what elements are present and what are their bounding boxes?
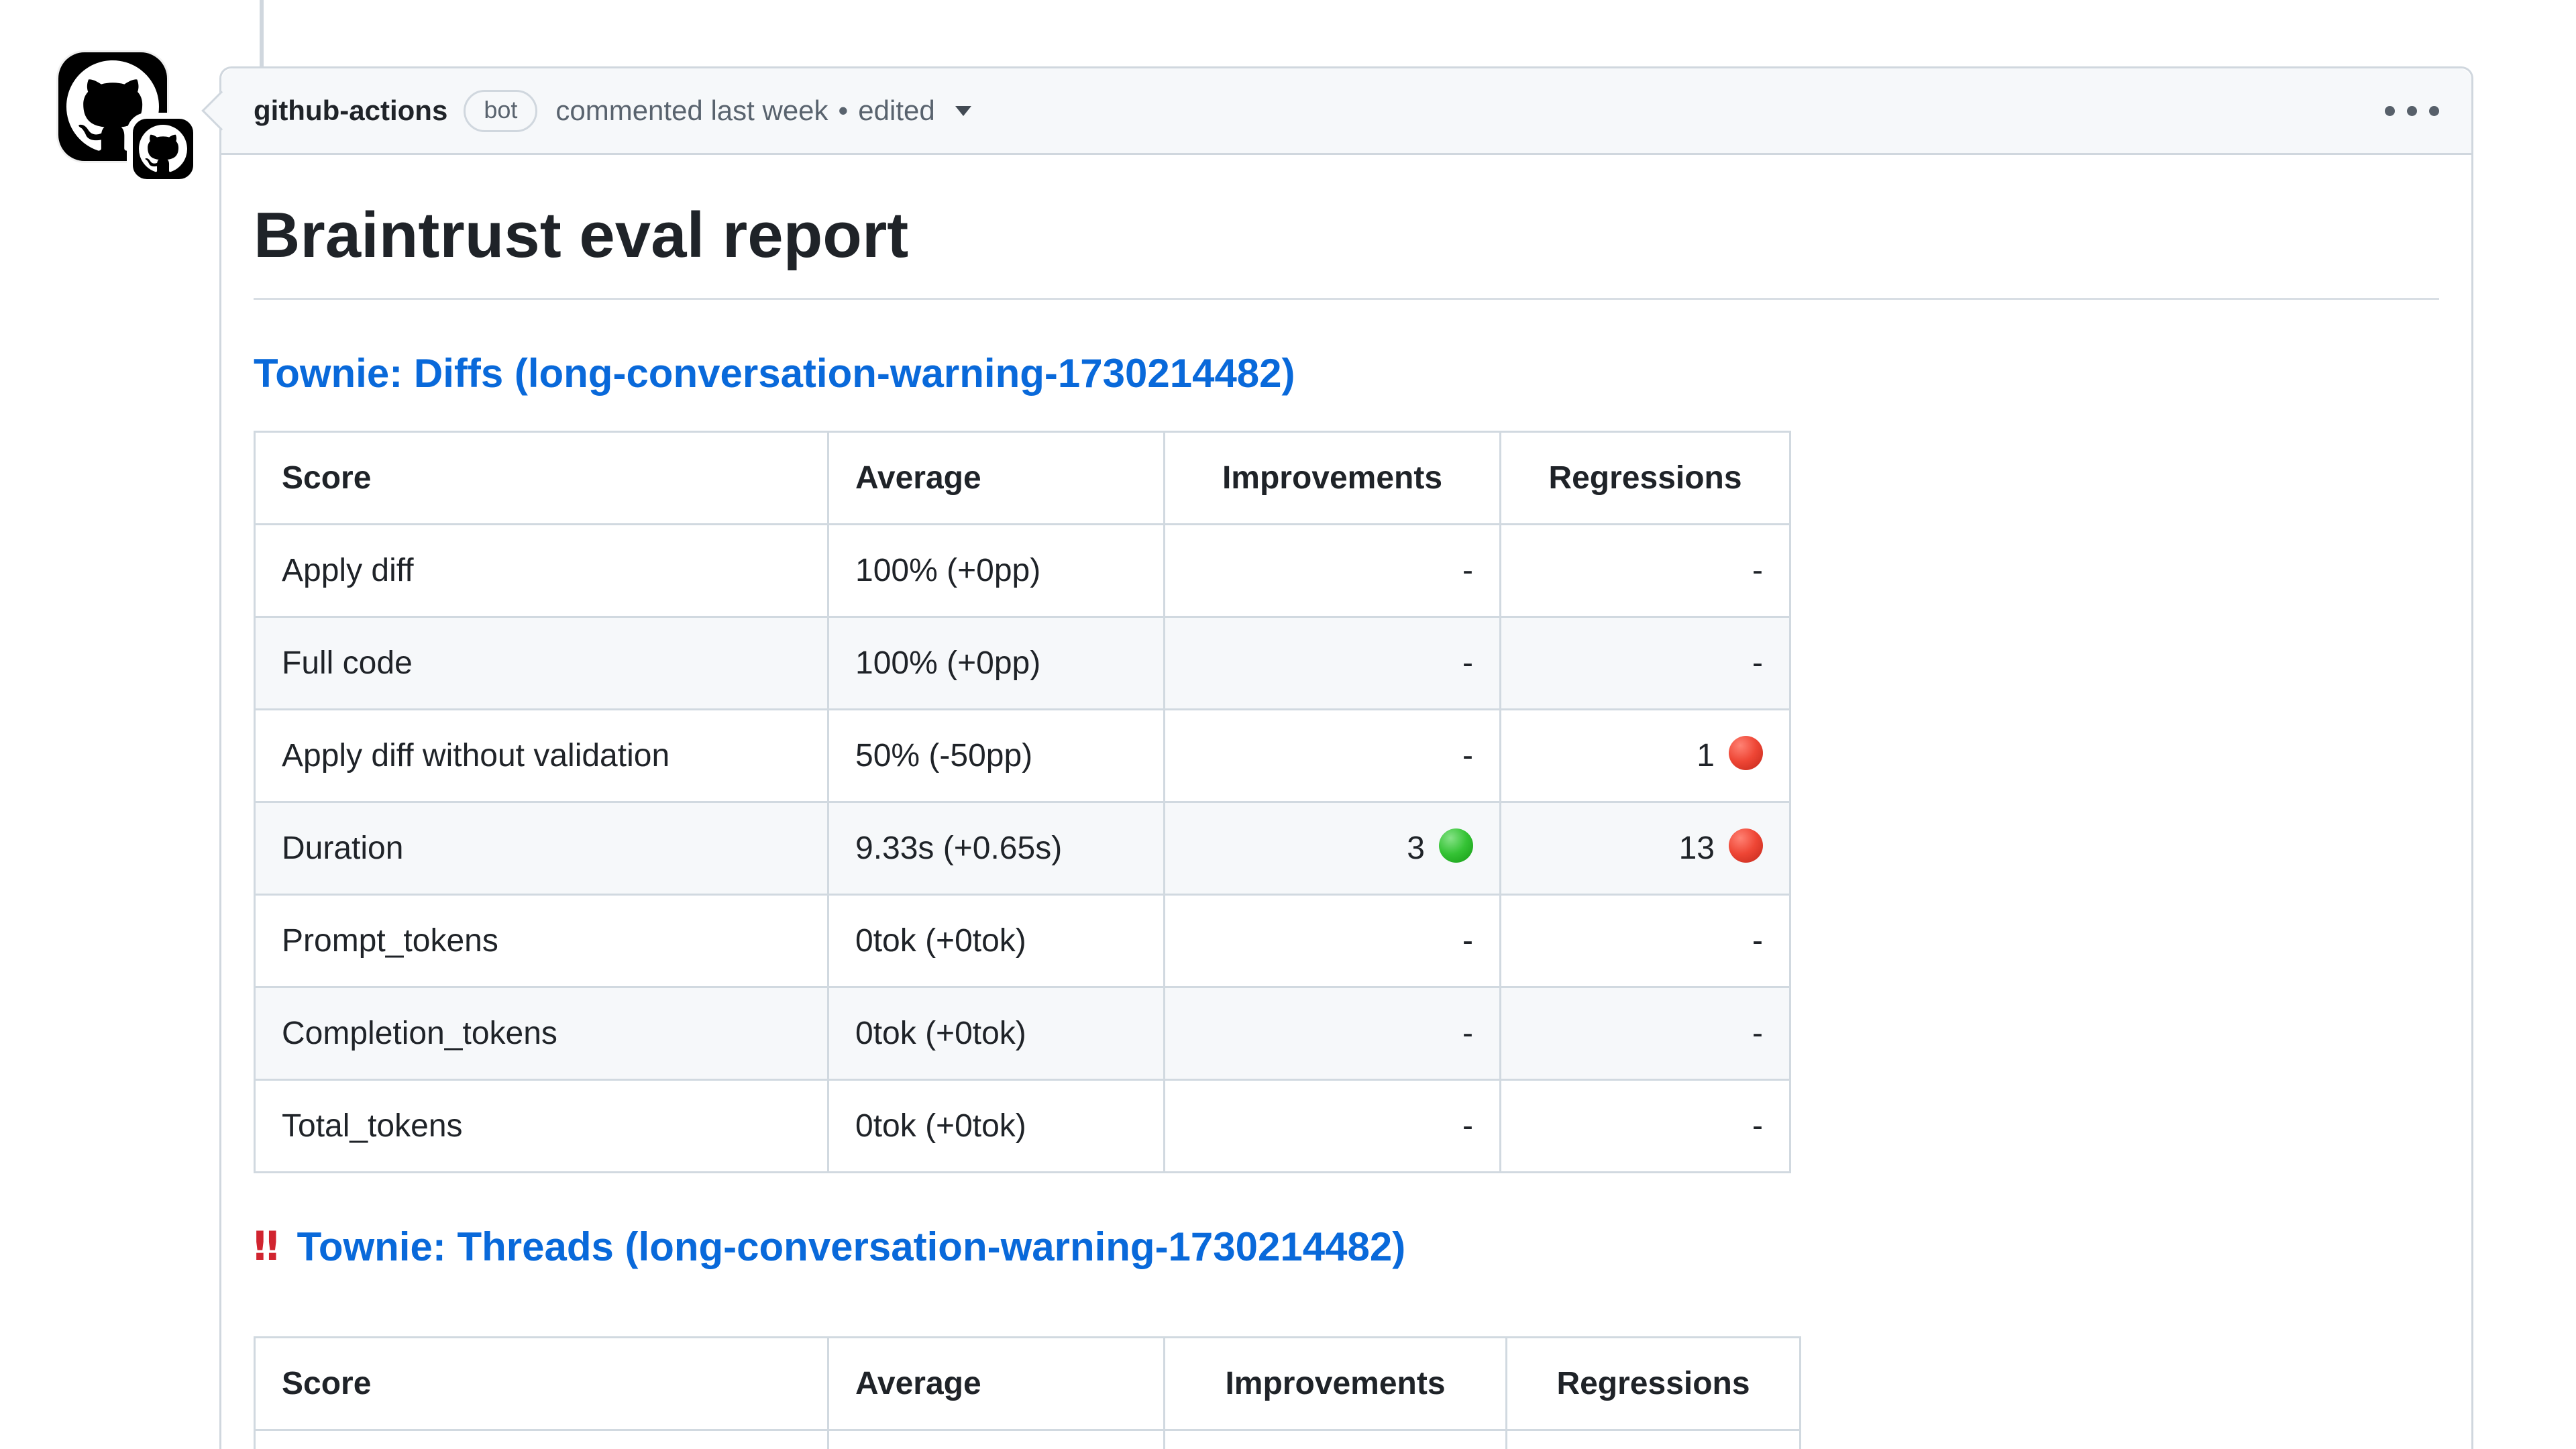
average-cell: 50% (-50pp): [827, 708, 1165, 803]
average-cell: 0tok (+0tok): [827, 986, 1165, 1081]
average-cell: 0tok (+0tok): [827, 894, 1165, 988]
section-heading-threads: ‼ Townie: Threads (long-conversation-war…: [254, 1222, 2439, 1272]
col-header-regressions: Regressions: [1505, 1336, 1801, 1431]
score-cell: Duration: [254, 801, 829, 896]
table-row: Total_tokens 0tok (+0tok) - -: [254, 1079, 1791, 1173]
score-cell: Prompt_tokens: [254, 894, 829, 988]
regressions-cell: -: [1499, 894, 1791, 988]
table-row: Duration 9.33s (+0.65s) 3 13: [254, 801, 1791, 896]
kebab-dot: [2385, 105, 2395, 116]
kebab-dot: [2429, 105, 2439, 116]
score-cell: Completion_tokens: [254, 986, 829, 1081]
eval-table-diffs: Score Average Improvements Regressions A…: [254, 431, 1791, 1173]
table-row: Completion_tokens 0tok (+0tok) - -: [254, 986, 1791, 1081]
chevron-down-icon[interactable]: [955, 105, 971, 116]
improvements-cell: [1163, 1429, 1507, 1449]
average-cell: 100% (+0pp): [827, 616, 1165, 710]
table-header-row: Score Average Improvements Regressions: [254, 431, 1791, 525]
report-title: Braintrust eval report: [254, 195, 2439, 300]
col-header-improvements: Improvements: [1163, 431, 1501, 525]
score-cell: Apply diff: [254, 523, 829, 618]
regressions-cell: -: [1499, 616, 1791, 710]
green-circle-icon: [1439, 828, 1473, 863]
table-row: Full code 100% (+0pp) - -: [254, 616, 1791, 710]
table-header-row: Score Average Improvements Regressions: [254, 1336, 1801, 1431]
meta-separator: •: [838, 95, 849, 126]
comment-card: github-actions bot commented last week •…: [201, 66, 2473, 1449]
kebab-dot: [2407, 105, 2417, 116]
improvements-cell: 3: [1163, 801, 1501, 896]
col-header-improvements: Improvements: [1163, 1336, 1507, 1431]
header-arrow: [201, 91, 241, 131]
regressions-cell: -: [1499, 1079, 1791, 1173]
comment-body: Braintrust eval report Townie: Diffs (lo…: [221, 155, 2471, 1449]
average-cell: 9.33s (+0.65s): [827, 801, 1165, 896]
regressions-cell: 13: [1499, 801, 1791, 896]
col-header-score: Score: [254, 1336, 829, 1431]
col-header-average: Average: [827, 1336, 1165, 1431]
score-cell: Apply diff without validation: [254, 708, 829, 803]
improvements-cell: -: [1163, 1079, 1501, 1173]
regressions-cell: -: [1499, 986, 1791, 1081]
col-header-score: Score: [254, 431, 829, 525]
average-cell: 0tok (+0tok): [827, 1079, 1165, 1173]
kebab-menu-button[interactable]: [2385, 68, 2439, 153]
red-circle-icon: [1729, 828, 1763, 863]
section-heading-diffs: Townie: Diffs (long-conversation-warning…: [254, 348, 2439, 398]
improvements-cell: -: [1163, 986, 1501, 1081]
score-cell: No omissions: [254, 1429, 829, 1449]
average-cell: 100% (+0pp): [827, 523, 1165, 618]
improvements-cell: -: [1163, 616, 1501, 710]
comment-header: github-actions bot commented last week •…: [201, 68, 2471, 155]
timestamp-link[interactable]: commented last week: [555, 95, 828, 126]
score-cell: Full code: [254, 616, 829, 710]
double-exclamation-icon: ‼: [254, 1223, 279, 1270]
author-link[interactable]: github-actions: [254, 95, 448, 126]
section-link-threads[interactable]: Townie: Threads (long-conversation-warni…: [297, 1224, 1406, 1269]
table-row: Apply diff without validation 50% (-50pp…: [254, 708, 1791, 803]
col-header-average: Average: [827, 431, 1165, 525]
edited-label[interactable]: edited: [858, 95, 935, 126]
improvements-cell: -: [1163, 708, 1501, 803]
section-link-diffs[interactable]: Townie: Diffs (long-conversation-warning…: [254, 351, 1295, 396]
timeline-connector-line: [260, 0, 264, 68]
bot-badge: bot: [464, 89, 538, 132]
score-cell: Total_tokens: [254, 1079, 829, 1173]
bot-avatar-badge: [127, 113, 199, 185]
regressions-cell: -: [1499, 523, 1791, 618]
improvements-cell: -: [1163, 523, 1501, 618]
regressions-cell: [1505, 1429, 1801, 1449]
improvements-cell: -: [1163, 894, 1501, 988]
eval-table-threads: Score Average Improvements Regressions N…: [254, 1336, 1801, 1449]
regressions-cell: 1: [1499, 708, 1791, 803]
average-cell: 100% (+25pp): [827, 1429, 1165, 1449]
octocat-icon: [139, 125, 187, 172]
comment-meta: commented last week • edited: [555, 95, 971, 127]
red-circle-icon: [1729, 736, 1763, 770]
col-header-regressions: Regressions: [1499, 431, 1791, 525]
table-row: No omissions 100% (+25pp): [254, 1429, 1801, 1449]
table-row: Apply diff 100% (+0pp) - -: [254, 523, 1791, 618]
table-row: Prompt_tokens 0tok (+0tok) - -: [254, 894, 1791, 988]
